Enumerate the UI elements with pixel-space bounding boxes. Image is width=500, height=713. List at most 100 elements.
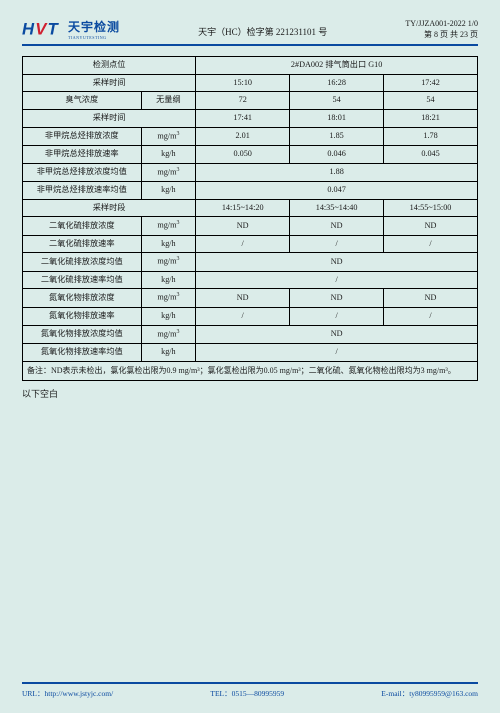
cell-value: 72	[196, 92, 290, 110]
table-row: 检测点位 2#DA002 排气筒出口 G10	[23, 57, 478, 75]
cell-label: 二氧化硫排放浓度	[23, 217, 142, 235]
cell-value: /	[196, 343, 478, 361]
table-row: 非甲烷总烃排放浓度均值 mg/m3 1.88	[23, 163, 478, 181]
header-divider	[22, 44, 478, 46]
cell-value: ND	[384, 217, 478, 235]
doc-number-center: 天宇（HC）检字第 221231101 号	[120, 25, 405, 40]
cell-unit: kg/h	[141, 146, 196, 164]
table-row: 二氧化硫排放速率 kg/h / / /	[23, 235, 478, 253]
cell-unit: kg/h	[141, 182, 196, 200]
cell-label: 采样时间	[23, 109, 196, 127]
cell-value: /	[196, 235, 290, 253]
cell-label: 二氧化硫排放速率均值	[23, 271, 142, 289]
table-row: 臭气浓度 无量纲 72 54 54	[23, 92, 478, 110]
table-row: 氮氧化物排放浓度均值 mg/m3 ND	[23, 325, 478, 343]
doc-code: TY/JJZA001-2022 1/0	[405, 19, 478, 29]
cell-label: 氮氧化物排放速率均值	[23, 343, 142, 361]
svg-text:V: V	[35, 20, 48, 39]
cell-label: 非甲烷总烃排放速率	[23, 146, 142, 164]
cell-value: ND	[290, 289, 384, 307]
cell-value: ND	[196, 289, 290, 307]
cell-label: 非甲烷总烃排放浓度	[23, 127, 142, 145]
cell-value: 2.01	[196, 127, 290, 145]
cell-value: /	[290, 307, 384, 325]
table-row: 二氧化硫排放速率均值 kg/h /	[23, 271, 478, 289]
cell-value: ND	[384, 289, 478, 307]
cell-value: 54	[384, 92, 478, 110]
cell-value: /	[384, 235, 478, 253]
logo-block: H V T 天宇检测 TIANYUTESTING	[22, 18, 120, 40]
cell-label: 氮氧化物排放速率	[23, 307, 142, 325]
cell-value: 15:10	[196, 74, 290, 92]
table-row: 氮氧化物排放速率 kg/h / / /	[23, 307, 478, 325]
cell-label: 氮氧化物排放浓度	[23, 289, 142, 307]
cell-unit: kg/h	[141, 235, 196, 253]
table-row: 二氧化硫排放浓度均值 mg/m3 ND	[23, 253, 478, 271]
cell-value: ND	[196, 253, 478, 271]
cell-label: 检测点位	[23, 57, 196, 75]
cell-unit: mg/m3	[141, 163, 196, 181]
logo-icon: H V T	[22, 18, 66, 40]
page-footer: URL：http://www.jstyjc.com/ TEL：0515—8099…	[22, 682, 478, 699]
cell-unit: mg/m3	[141, 253, 196, 271]
table-row: 采样时间 15:10 16:28 17:42	[23, 74, 478, 92]
cell-label: 采样时间	[23, 74, 196, 92]
table-row: 非甲烷总烃排放速率均值 kg/h 0.047	[23, 182, 478, 200]
cell-value: ND	[196, 217, 290, 235]
cell-unit: kg/h	[141, 271, 196, 289]
cell-unit: mg/m3	[141, 289, 196, 307]
table-row: 采样时段 14:15~14:20 14:35~14:40 14:55~15:00	[23, 199, 478, 217]
cell-value: 18:21	[384, 109, 478, 127]
logo-cn-text: 天宇检测	[68, 18, 120, 35]
page-info: 第 8 页 共 23 页	[405, 30, 478, 40]
cell-value: 17:42	[384, 74, 478, 92]
cell-label: 非甲烷总烃排放速率均值	[23, 182, 142, 200]
table-row: 非甲烷总烃排放浓度 mg/m3 2.01 1.85 1.78	[23, 127, 478, 145]
cell-value: 14:15~14:20	[196, 199, 290, 217]
cell-unit: 无量纲	[141, 92, 196, 110]
logo-sub-text: TIANYUTESTING	[68, 35, 120, 40]
cell-value: 1.78	[384, 127, 478, 145]
cell-label: 二氧化硫排放浓度均值	[23, 253, 142, 271]
cell-label: 氮氧化物排放浓度均值	[23, 325, 142, 343]
cell-value: /	[196, 271, 478, 289]
cell-value: 14:35~14:40	[290, 199, 384, 217]
cell-value: /	[290, 235, 384, 253]
table-row: 非甲烷总烃排放速率 kg/h 0.050 0.046 0.045	[23, 146, 478, 164]
cell-value: /	[384, 307, 478, 325]
cell-value: 54	[290, 92, 384, 110]
table-row: 氮氧化物排放浓度 mg/m3 ND ND ND	[23, 289, 478, 307]
data-table: 检测点位 2#DA002 排气筒出口 G10 采样时间 15:10 16:28 …	[22, 56, 478, 362]
table-row: 采样时间 17:41 18:01 18:21	[23, 109, 478, 127]
cell-value: 0.045	[384, 146, 478, 164]
cell-value: 0.046	[290, 146, 384, 164]
cell-value: /	[196, 307, 290, 325]
cell-unit: mg/m3	[141, 127, 196, 145]
cell-unit: mg/m3	[141, 217, 196, 235]
svg-text:T: T	[48, 20, 60, 39]
table-row: 氮氧化物排放速率均值 kg/h /	[23, 343, 478, 361]
below-blank-text: 以下空白	[22, 387, 478, 400]
doc-right-block: TY/JJZA001-2022 1/0 第 8 页 共 23 页	[405, 19, 478, 40]
cell-value: 2#DA002 排气筒出口 G10	[196, 57, 478, 75]
cell-label: 臭气浓度	[23, 92, 142, 110]
cell-value: 0.047	[196, 182, 478, 200]
cell-value: 16:28	[290, 74, 384, 92]
footer-url: URL：http://www.jstyjc.com/	[22, 688, 113, 699]
cell-value: 1.85	[290, 127, 384, 145]
footer-tel: TEL：0515—80995959	[210, 688, 284, 699]
cell-value: 1.88	[196, 163, 478, 181]
cell-unit: kg/h	[141, 343, 196, 361]
cell-value: 17:41	[196, 109, 290, 127]
footer-email: E-mail：ty80995959@163.com	[381, 688, 478, 699]
cell-label: 非甲烷总烃排放浓度均值	[23, 163, 142, 181]
cell-label: 二氧化硫排放速率	[23, 235, 142, 253]
cell-unit: kg/h	[141, 307, 196, 325]
cell-value: 18:01	[290, 109, 384, 127]
cell-label: 采样时段	[23, 199, 196, 217]
cell-value: ND	[196, 325, 478, 343]
page-header: H V T 天宇检测 TIANYUTESTING 天宇（HC）检字第 22123…	[22, 18, 478, 42]
cell-value: ND	[290, 217, 384, 235]
table-row: 二氧化硫排放浓度 mg/m3 ND ND ND	[23, 217, 478, 235]
cell-unit: mg/m3	[141, 325, 196, 343]
